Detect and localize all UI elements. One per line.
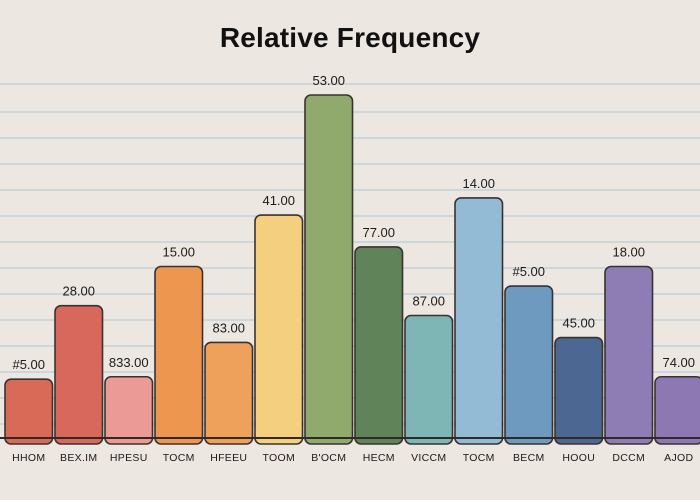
value-label: 45.00: [562, 316, 595, 331]
value-label: 28.00: [62, 284, 95, 299]
value-label: 18.00: [612, 245, 645, 260]
bar: [554, 336, 604, 445]
bar: [354, 246, 404, 445]
value-label: 87.00: [412, 294, 445, 309]
bar: [54, 304, 104, 445]
bars: [4, 94, 700, 445]
value-label: 77.00: [362, 225, 395, 240]
bar: [604, 265, 654, 445]
bar: [654, 375, 700, 445]
value-label: 53.00: [312, 73, 345, 88]
x-tick-label: BEX.IM: [60, 452, 97, 464]
value-label: #5.00: [12, 357, 45, 372]
bar: [104, 375, 154, 445]
value-labels: #5.00 28.00 833.00 15.00 83.00 41.00 53.00 77.0…: [12, 73, 695, 372]
x-tick-label: BECM: [513, 452, 545, 464]
x-tick-label: TOCM: [163, 452, 195, 464]
x-tick-label: HHOM: [12, 452, 45, 464]
x-tick-label: B'OCM: [311, 452, 346, 464]
bar: [4, 378, 54, 445]
bar: [204, 341, 254, 445]
x-tick-label: HECM: [363, 452, 395, 464]
value-label: 41.00: [262, 193, 295, 208]
bar: [154, 265, 204, 445]
x-tick-labels: HHOM BEX.IM HPESU TOCM HFEEU TOOM B'OCM HECM VIC…: [12, 452, 693, 464]
value-label: 83.00: [212, 320, 245, 335]
x-tick-label: AJOD: [664, 452, 693, 464]
value-label: 14.00: [462, 176, 495, 191]
bar: [404, 314, 454, 445]
value-label: 74.00: [662, 355, 695, 370]
bar: [304, 94, 354, 445]
bar: [504, 285, 554, 445]
x-tick-label: HPESU: [110, 452, 148, 464]
value-label: #5.00: [512, 264, 545, 279]
value-label: 833.00: [109, 355, 149, 370]
x-tick-label: DCCM: [612, 452, 645, 464]
x-tick-label: HFEEU: [210, 452, 247, 464]
x-tick-label: VICCM: [411, 452, 446, 464]
bar: [454, 197, 504, 445]
x-tick-label: HOOU: [562, 452, 595, 464]
x-tick-label: TOOM: [262, 452, 295, 464]
bar: [254, 214, 304, 445]
chart-title: Relative Frequency: [219, 22, 481, 53]
x-tick-label: TOCM: [463, 452, 495, 464]
value-label: 15.00: [162, 245, 195, 260]
